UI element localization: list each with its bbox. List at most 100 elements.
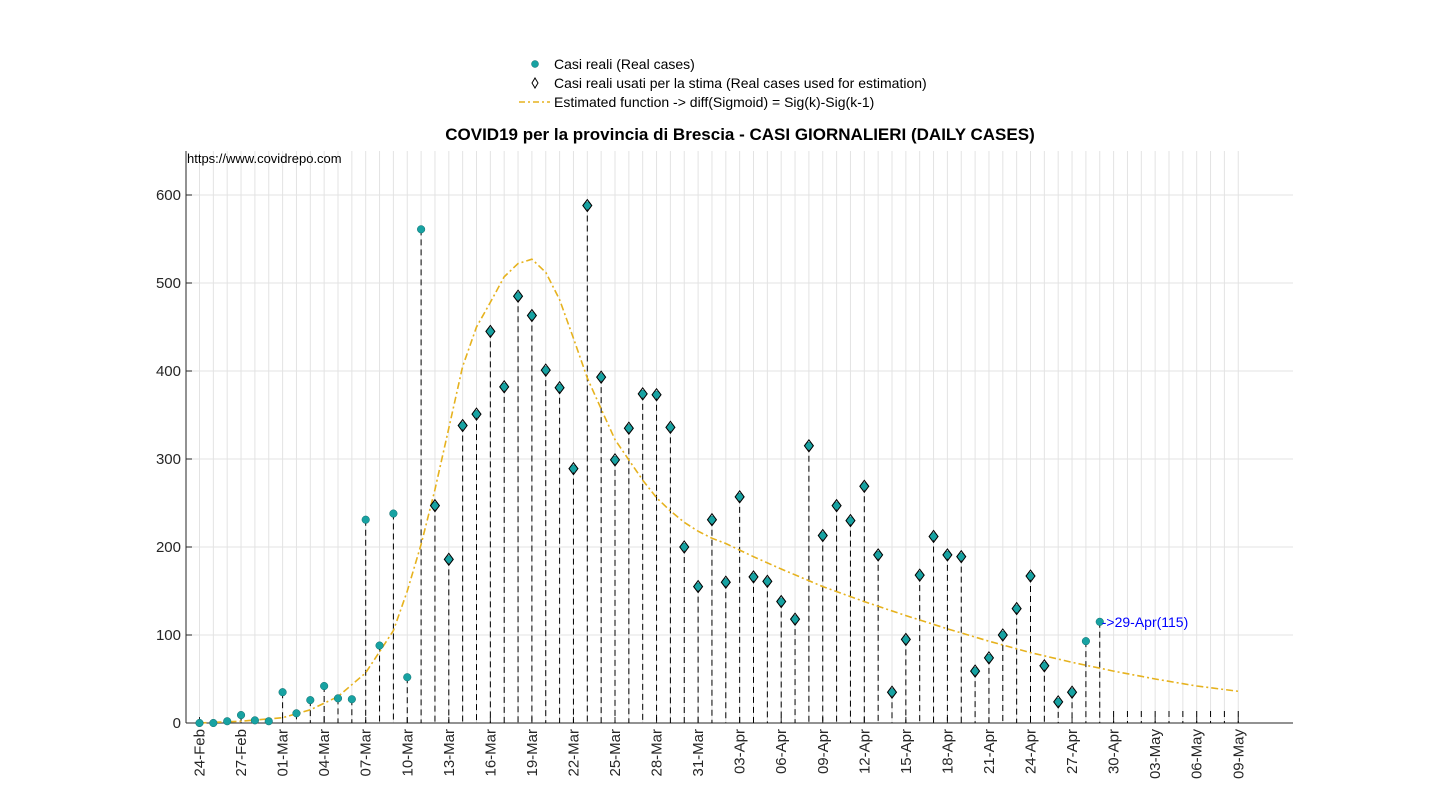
data-point-estimation [873, 548, 884, 562]
data-point-estimation [1053, 695, 1064, 709]
data-point-real [569, 464, 578, 473]
x-tick-label: 19-Mar [524, 729, 541, 777]
legend-label-estimation-cases: Casi reali usati per la stima (Real case… [554, 75, 927, 91]
plot-area: https://www.covidrepo.com 0 100 200 300 400 50… [156, 151, 1293, 779]
legend-label-estimated-function: Estimated function -> diff(Sigmoid) = Si… [554, 94, 874, 110]
stems [226, 205, 1239, 723]
data-point-real [389, 509, 398, 518]
data-point-estimation [485, 324, 496, 339]
data-point-real [929, 532, 938, 541]
data-point-real [541, 366, 550, 375]
data-point-estimation [900, 632, 911, 647]
real-cases-points [195, 201, 1104, 728]
x-tick-label: 12-Apr [856, 729, 873, 774]
data-point-real [1081, 637, 1090, 646]
data-point-estimation [831, 498, 842, 513]
data-point-estimation [928, 529, 939, 544]
data-point-real [638, 389, 647, 398]
data-point-real [555, 383, 564, 392]
data-point-real [223, 717, 232, 726]
data-point-estimation [1066, 685, 1078, 700]
data-point-estimation [956, 549, 967, 564]
data-point-estimation [512, 289, 524, 304]
data-point-estimation [803, 438, 815, 453]
data-point-estimation [471, 407, 482, 421]
data-point-estimation [762, 574, 773, 589]
data-point-estimation [859, 479, 870, 494]
data-point-estimation [554, 380, 565, 395]
data-point-real [514, 292, 523, 301]
data-point-real [458, 421, 467, 430]
data-point-estimation [720, 575, 731, 590]
data-point-estimation [734, 490, 745, 504]
data-point-estimation [665, 420, 676, 435]
data-point-estimation [679, 540, 690, 554]
data-point-real [430, 501, 440, 510]
x-tick-label: 13-Mar [441, 729, 458, 777]
data-point-real [195, 718, 204, 728]
data-point-real [333, 694, 343, 703]
x-tick-label: 03-Apr [732, 729, 749, 774]
data-point-real [347, 695, 356, 704]
data-point-estimation [1039, 658, 1050, 673]
data-point-real [971, 667, 980, 676]
x-tick-label: 15-Apr [898, 729, 915, 774]
data-point-real [777, 597, 786, 606]
data-point-real [417, 225, 426, 234]
data-point-estimation [886, 685, 898, 700]
x-tick-label: 04-Mar [316, 729, 333, 777]
x-tick-label: 24-Feb [192, 729, 209, 777]
data-point-real [1054, 697, 1063, 706]
y-tick-label: 200 [156, 539, 181, 556]
data-point-real [707, 515, 717, 524]
y-tick-label: 300 [156, 451, 181, 468]
legend-label-real-cases: Casi reali (Real cases) [554, 56, 695, 72]
data-point-estimation [942, 548, 953, 562]
data-point-estimation [997, 628, 1008, 642]
x-tick-label: 03-May [1147, 729, 1164, 780]
data-point-estimation [540, 363, 551, 377]
x-tick-label: 09-May [1230, 729, 1247, 780]
data-point-estimation [1025, 569, 1036, 583]
data-point-real [1026, 571, 1035, 581]
data-point-real [652, 390, 661, 399]
data-point-real [680, 542, 689, 552]
data-point-real [984, 653, 994, 662]
data-point-real [735, 492, 744, 501]
data-point-real [472, 410, 481, 419]
data-point-estimation [499, 380, 510, 394]
x-tick-label: 06-Apr [773, 729, 790, 774]
data-point-real [237, 711, 246, 720]
data-point-estimation [443, 552, 454, 567]
x-tick-label: 09-Apr [815, 729, 832, 774]
y-tick-label: 100 [156, 627, 181, 644]
data-point-real [1068, 688, 1077, 697]
x-tick-label: 28-Mar [649, 729, 666, 777]
x-tick-label: 10-Mar [399, 729, 416, 777]
data-point-estimation [845, 513, 856, 528]
data-point-real [500, 382, 509, 391]
x-tick-label: 25-Mar [607, 729, 624, 777]
data-point-real [292, 709, 301, 718]
data-point-estimation [596, 370, 607, 384]
data-point-real [583, 201, 592, 210]
data-point-real [1040, 661, 1049, 670]
data-point-estimation [969, 664, 981, 678]
data-point-estimation [983, 651, 995, 665]
data-point-estimation [623, 421, 634, 436]
data-point-estimation [582, 198, 593, 213]
y-tick-label: 500 [156, 275, 181, 292]
data-point-estimation [817, 528, 828, 543]
data-point-estimation [429, 498, 441, 513]
data-point-real [887, 688, 897, 697]
data-point-real [694, 582, 703, 591]
x-tick-label: 06-May [1189, 729, 1206, 780]
x-tick-label: 21-Apr [981, 729, 998, 774]
legend: Casi reali (Real cases) Casi reali usati… [519, 56, 927, 110]
data-point-real [610, 455, 620, 464]
vertical-gridlines [199, 151, 1239, 723]
x-tick-label: 31-Mar [690, 729, 707, 777]
data-point-real [306, 696, 315, 705]
data-point-real [804, 441, 813, 450]
